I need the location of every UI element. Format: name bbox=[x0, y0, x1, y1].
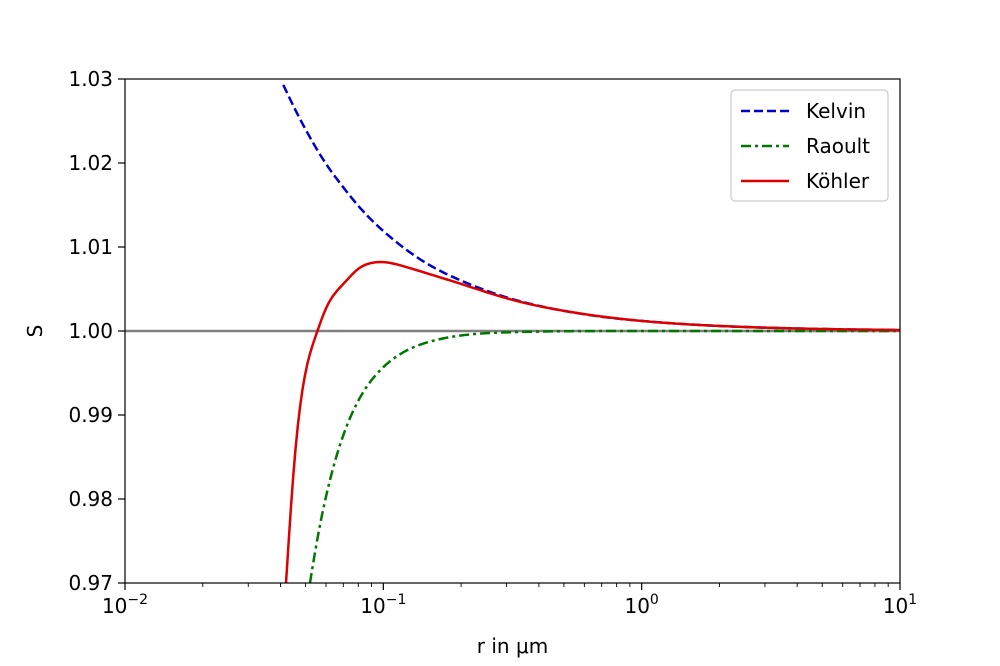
y-axis-label: S bbox=[23, 325, 47, 338]
x-tick-label: 101 bbox=[883, 592, 917, 618]
legend-label-kohler: Köhler bbox=[806, 169, 870, 193]
x-tick-label: 10−2 bbox=[102, 592, 148, 618]
series-line-kohler bbox=[284, 260, 900, 583]
legend-label-raoult: Raoult bbox=[806, 134, 870, 158]
legend: Kelvin Raoult Köhler bbox=[730, 89, 889, 202]
y-tick-label: 0.99 bbox=[68, 403, 113, 427]
y-tick-label: 1.03 bbox=[68, 67, 113, 91]
legend-box bbox=[730, 89, 889, 202]
legend-label-kelvin: Kelvin bbox=[806, 99, 866, 123]
y-tick-label: 0.98 bbox=[68, 487, 113, 511]
y-tick-label: 1.01 bbox=[68, 235, 113, 259]
x-tick-label: 10−1 bbox=[360, 592, 406, 618]
y-tick-label: 0.97 bbox=[68, 571, 113, 595]
x-tick-label: 100 bbox=[624, 592, 658, 618]
y-tick-label: 1.00 bbox=[68, 319, 113, 343]
series-line-raoult bbox=[308, 329, 900, 583]
x-axis-label: r in μm bbox=[477, 634, 548, 658]
y-tick-label: 1.02 bbox=[68, 151, 113, 175]
